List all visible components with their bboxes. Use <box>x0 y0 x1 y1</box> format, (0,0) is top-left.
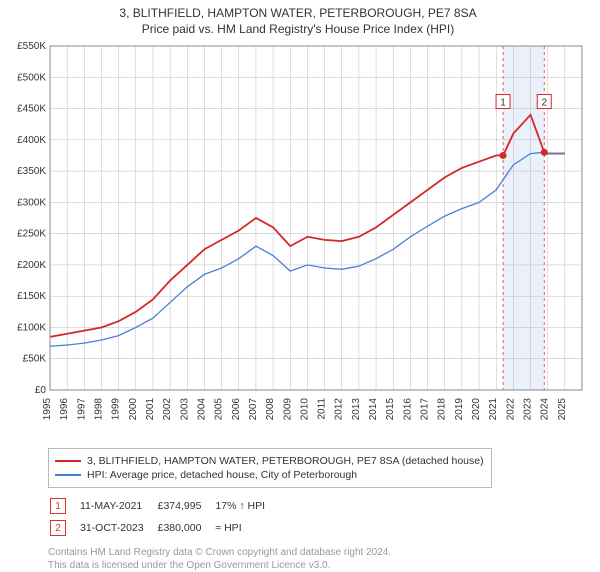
svg-text:£300K: £300K <box>17 197 46 208</box>
chart-title: 3, BLITHFIELD, HAMPTON WATER, PETERBOROU… <box>6 6 590 20</box>
sale-row: 2 31-OCT-2023£380,000≈ HPI <box>50 518 277 538</box>
svg-text:1997: 1997 <box>76 398 87 421</box>
svg-text:2004: 2004 <box>196 398 207 421</box>
svg-text:£400K: £400K <box>17 135 46 146</box>
svg-text:2011: 2011 <box>317 398 328 420</box>
sale-marker: 1 <box>50 498 66 514</box>
svg-text:£250K: £250K <box>17 229 46 240</box>
svg-text:2001: 2001 <box>145 398 156 421</box>
svg-text:£500K: £500K <box>17 72 46 83</box>
svg-text:£100K: £100K <box>17 322 46 333</box>
svg-text:2021: 2021 <box>488 398 499 421</box>
svg-text:2018: 2018 <box>437 398 448 421</box>
sale-row: 1 11-MAY-2021£374,99517% ↑ HPI <box>50 496 277 516</box>
sales-table: 1 11-MAY-2021£374,99517% ↑ HPI 2 31-OCT-202… <box>48 494 279 540</box>
svg-text:2008: 2008 <box>265 398 276 421</box>
svg-text:£350K: £350K <box>17 166 46 177</box>
footer-attribution: Contains HM Land Registry data © Crown c… <box>48 546 590 572</box>
svg-text:£150K: £150K <box>17 291 46 302</box>
svg-text:2006: 2006 <box>231 398 242 421</box>
chart-subtitle: Price paid vs. HM Land Registry's House … <box>6 22 590 36</box>
svg-text:£200K: £200K <box>17 260 46 271</box>
sale-delta: 17% ↑ HPI <box>215 496 277 516</box>
sale-marker: 2 <box>50 520 66 536</box>
svg-text:2024: 2024 <box>540 398 551 421</box>
svg-text:2010: 2010 <box>299 398 310 421</box>
svg-text:1995: 1995 <box>42 398 53 421</box>
svg-text:2002: 2002 <box>162 398 173 421</box>
svg-text:2019: 2019 <box>454 398 465 421</box>
sale-date: 31-OCT-2023 <box>80 518 156 538</box>
footer-line: Contains HM Land Registry data © Crown c… <box>48 546 590 559</box>
svg-text:2023: 2023 <box>523 398 534 421</box>
svg-text:2020: 2020 <box>471 398 482 421</box>
svg-text:1999: 1999 <box>111 398 122 421</box>
svg-text:1998: 1998 <box>93 398 104 421</box>
svg-text:2025: 2025 <box>557 398 568 421</box>
sale-price: £374,995 <box>158 496 214 516</box>
svg-text:2009: 2009 <box>282 398 293 421</box>
svg-text:1: 1 <box>500 98 506 109</box>
legend-item: HPI: Average price, detached house, City… <box>55 469 485 481</box>
legend-swatch <box>55 474 81 476</box>
sale-date: 11-MAY-2021 <box>80 496 156 516</box>
svg-text:2000: 2000 <box>128 398 139 421</box>
svg-text:2014: 2014 <box>368 398 379 421</box>
svg-text:2007: 2007 <box>248 398 259 421</box>
price-chart: £0 £50K £100K £150K £200K £250K £300K £350K £400… <box>6 42 590 442</box>
svg-text:2003: 2003 <box>179 398 190 421</box>
svg-text:1996: 1996 <box>59 398 70 421</box>
svg-text:2015: 2015 <box>385 398 396 421</box>
footer-line: This data is licensed under the Open Gov… <box>48 559 590 572</box>
legend-swatch <box>55 460 81 462</box>
svg-text:£450K: £450K <box>17 104 46 115</box>
svg-text:£50K: £50K <box>23 354 47 365</box>
svg-text:2: 2 <box>541 98 547 109</box>
svg-text:2012: 2012 <box>334 398 345 421</box>
svg-text:2022: 2022 <box>505 398 516 421</box>
svg-text:£550K: £550K <box>17 42 46 52</box>
legend-item: 3, BLITHFIELD, HAMPTON WATER, PETERBOROU… <box>55 455 485 467</box>
sale-delta: ≈ HPI <box>215 518 277 538</box>
legend-label: HPI: Average price, detached house, City… <box>87 469 357 481</box>
svg-text:2013: 2013 <box>351 398 362 421</box>
sale-price: £380,000 <box>158 518 214 538</box>
svg-text:2017: 2017 <box>420 398 431 421</box>
svg-text:£0: £0 <box>35 385 47 396</box>
legend: 3, BLITHFIELD, HAMPTON WATER, PETERBOROU… <box>48 448 492 488</box>
svg-text:2005: 2005 <box>214 398 225 421</box>
svg-text:2016: 2016 <box>402 398 413 421</box>
legend-label: 3, BLITHFIELD, HAMPTON WATER, PETERBOROU… <box>87 455 484 467</box>
